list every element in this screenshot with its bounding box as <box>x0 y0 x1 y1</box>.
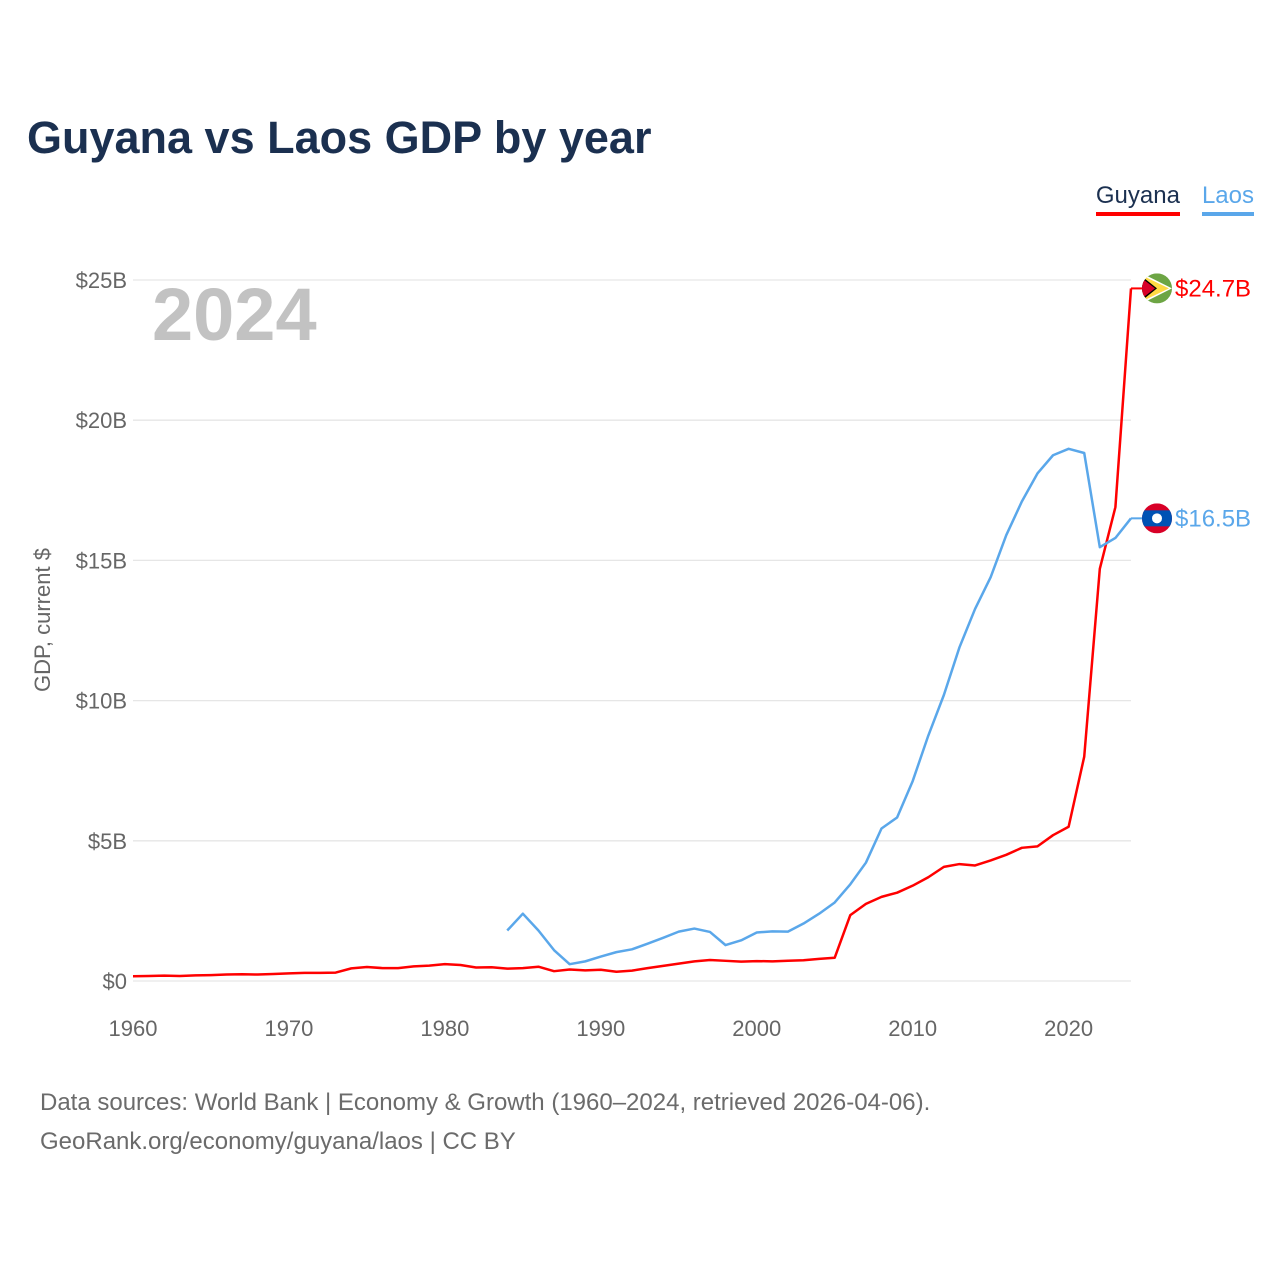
y-tick-label: $15B <box>76 548 127 573</box>
data-source-text: Data sources: World Bank | Economy & Gro… <box>40 1089 931 1116</box>
x-tick-label: 1980 <box>420 1016 469 1041</box>
legend-item-guyana[interactable]: Guyana <box>1095 182 1180 216</box>
y-tick-label: $10B <box>76 689 127 714</box>
x-tick-label: 2020 <box>1044 1016 1093 1041</box>
laos-flag-icon <box>1142 503 1172 534</box>
end-value-label-guyana: $24.7B <box>1175 275 1251 302</box>
series-line-guyana <box>132 288 1133 978</box>
y-tick-label: $25B <box>76 268 127 293</box>
guyana-flag-icon <box>1142 273 1172 304</box>
x-tick-label: 1960 <box>109 1016 158 1041</box>
source-link[interactable]: GeoRank.org/economy/guyana/laos | CC BY <box>40 1128 516 1155</box>
x-tick-label: 2010 <box>888 1016 937 1041</box>
footer: Data sources: World Bank | Economy & Gro… <box>40 1083 930 1161</box>
y-tick-label: $5B <box>88 829 127 854</box>
x-tick-label: 1990 <box>576 1016 625 1041</box>
y-axis-label: GDP, current $ <box>30 548 55 692</box>
year-label: 2024 <box>152 273 317 356</box>
end-value-label-laos: $16.5B <box>1175 505 1251 532</box>
y-tick-label: $20B <box>76 408 127 433</box>
chart-title: Guyana vs Laos GDP by year <box>27 112 652 163</box>
legend-item-laos[interactable]: Laos <box>1201 182 1254 216</box>
series-line-laos <box>506 447 1132 966</box>
x-tick-label: 1970 <box>264 1016 313 1041</box>
x-tick-label: 2000 <box>732 1016 781 1041</box>
y-tick-label: $0 <box>103 969 127 994</box>
legend: Guyana Laos <box>1095 182 1254 216</box>
